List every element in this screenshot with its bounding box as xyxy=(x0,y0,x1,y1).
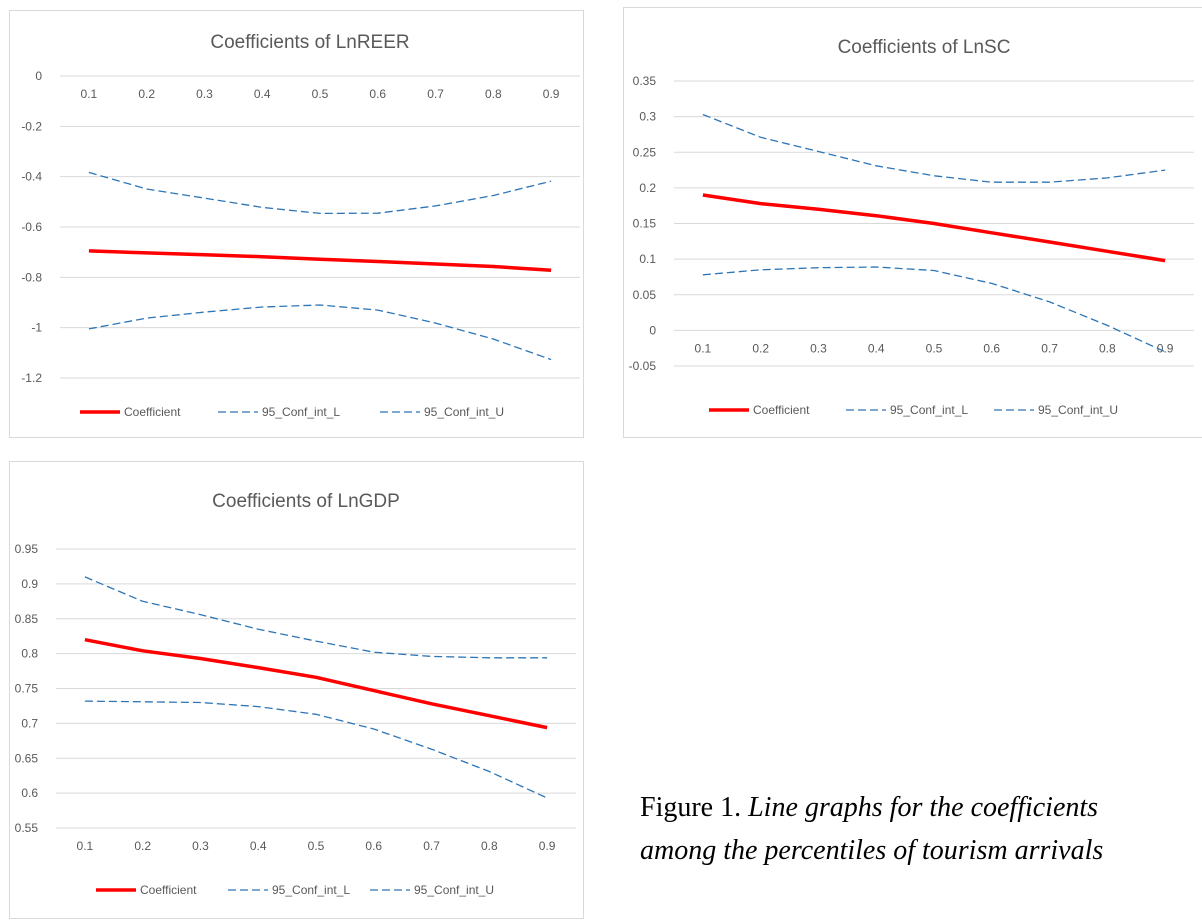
y-tick-label: -0.4 xyxy=(21,170,42,184)
chart-svg-lngdp: Coefficients of LnGDP 0.95 0.9 0.85 0.8 0.75 0… xyxy=(15,491,576,897)
series-line-95-conf-int-l xyxy=(88,171,552,215)
caption-label: Figure 1. xyxy=(640,792,742,823)
legend-label: 95_Conf_int_U xyxy=(424,405,504,419)
x-tick-label: 0.4 xyxy=(250,839,267,853)
x-tick-label: 0.3 xyxy=(810,341,827,355)
series-line-95-conf-int-u xyxy=(702,113,1166,183)
x-tick-label: 0.1 xyxy=(77,839,94,853)
x-tick-label: 0.6 xyxy=(369,87,386,101)
legend-label: 95_Conf_int_U xyxy=(414,883,494,897)
y-tick-label: 0.6 xyxy=(21,786,38,800)
y-tick-label: 0.15 xyxy=(633,217,657,231)
legend-label: Coefficient xyxy=(753,403,810,417)
y-tick-label: 0.7 xyxy=(21,716,38,730)
series-line-coefficient xyxy=(702,193,1166,263)
x-tick-label: 0.4 xyxy=(254,87,271,101)
x-tick-label: 0.9 xyxy=(1157,341,1174,355)
chart-title-lngdp: Coefficients of LnGDP xyxy=(212,491,400,512)
x-tick-label: 0.3 xyxy=(192,839,209,853)
caption-text-2: among the percentiles of tourism arrival… xyxy=(640,835,1104,866)
legend-label: 95_Conf_int_L xyxy=(272,883,350,897)
legend-label: 95_Conf_int_L xyxy=(890,403,968,417)
x-tick-label: 0.1 xyxy=(695,341,712,355)
y-tick-label: 0.9 xyxy=(21,577,38,591)
series-line-95-conf-int-u xyxy=(88,304,552,361)
legend-label: 95_Conf_int_U xyxy=(1038,403,1118,417)
x-tick-label: 0.9 xyxy=(539,839,556,853)
series-line-coefficient xyxy=(88,249,552,273)
y-tick-label: -1 xyxy=(31,321,42,335)
y-tick-label: 0.05 xyxy=(633,288,657,302)
x-tick-label: 0.7 xyxy=(1041,341,1058,355)
caption-text-1: Line graphs for the coefficients xyxy=(748,792,1099,823)
series-line-95-conf-int-l xyxy=(84,576,548,659)
x-tick-label: 0.5 xyxy=(312,87,329,101)
series-line-95-conf-int-l xyxy=(702,266,1166,353)
chart-svg-lnsc: Coefficients of LnSC 0.35 0.3 0.25 0.2 0.15 0.… xyxy=(629,37,1194,417)
y-tick-label: -1.2 xyxy=(21,371,42,385)
caption-line-1: Figure 1. Line graphs for the coefficien… xyxy=(640,786,1200,829)
series-line-coefficient xyxy=(84,637,548,730)
x-tick-label: 0.1 xyxy=(81,87,98,101)
x-tick-label: 0.6 xyxy=(365,839,382,853)
chart-panel-lnsc: Coefficients of LnSC 0.35 0.3 0.25 0.2 0.15 0.… xyxy=(623,7,1202,438)
x-tick-label: 0.8 xyxy=(485,87,502,101)
y-tick-label: 0.85 xyxy=(15,612,39,626)
y-tick-label: -0.6 xyxy=(21,220,42,234)
x-tick-label: 0.8 xyxy=(481,839,498,853)
legend-label: 95_Conf_int_L xyxy=(262,405,340,419)
x-tick-label: 0.8 xyxy=(1099,341,1116,355)
y-tick-label: 0.95 xyxy=(15,542,39,556)
x-tick-label: 0.7 xyxy=(423,839,440,853)
y-tick-label: 0.25 xyxy=(633,145,657,159)
chart-panel-lngdp: Coefficients of LnGDP 0.95 0.9 0.85 0.8 0.75 0… xyxy=(9,461,584,919)
y-tick-label: -0.8 xyxy=(21,270,42,284)
x-tick-label: 0.5 xyxy=(926,341,943,355)
y-tick-label: 0.3 xyxy=(639,110,656,124)
x-tick-label: 0.4 xyxy=(868,341,885,355)
y-tick-label: 0.65 xyxy=(15,751,39,765)
x-tick-label: 0.2 xyxy=(138,87,155,101)
chart-title-lnreer: Coefficients of LnREER xyxy=(210,32,409,53)
series-line-95-conf-int-u xyxy=(84,700,548,799)
y-tick-label: -0.2 xyxy=(21,119,42,133)
x-tick-label: 0.5 xyxy=(308,839,325,853)
legend-label: Coefficient xyxy=(124,405,181,419)
chart-panel-lnreer: Coefficients of LnREER 0 -0.2 -0.4 -0.6 -0.8 -… xyxy=(9,10,584,438)
legend-label: Coefficient xyxy=(140,883,197,897)
y-tick-label: 0.55 xyxy=(15,821,39,835)
x-tick-label: 0.2 xyxy=(134,839,151,853)
y-tick-label: 0.75 xyxy=(15,682,39,696)
figure-caption: Figure 1. Line graphs for the coefficien… xyxy=(640,786,1200,872)
chart-svg-lnreer: Coefficients of LnREER 0 -0.2 -0.4 -0.6 -0.8 -… xyxy=(21,32,580,419)
x-tick-label: 0.7 xyxy=(427,87,444,101)
y-tick-label: 0.35 xyxy=(633,74,657,88)
caption-line-2: among the percentiles of tourism arrival… xyxy=(640,829,1200,872)
y-tick-label: 0.8 xyxy=(21,647,38,661)
y-tick-label: -0.05 xyxy=(629,359,657,373)
x-tick-label: 0.3 xyxy=(196,87,213,101)
x-tick-label: 0.9 xyxy=(543,87,560,101)
y-tick-label: 0 xyxy=(35,69,42,83)
y-tick-label: 0.2 xyxy=(639,181,656,195)
x-tick-label: 0.2 xyxy=(752,341,769,355)
y-tick-label: 0.1 xyxy=(639,252,656,266)
x-tick-label: 0.6 xyxy=(983,341,1000,355)
chart-title-lnsc: Coefficients of LnSC xyxy=(838,37,1011,58)
y-tick-label: 0 xyxy=(649,323,656,337)
